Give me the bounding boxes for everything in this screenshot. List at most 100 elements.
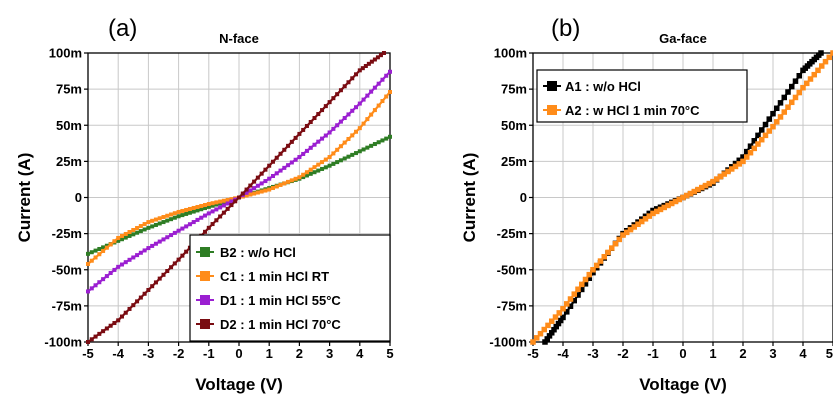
data-point bbox=[221, 210, 226, 215]
data-point bbox=[180, 226, 185, 231]
data-point bbox=[549, 330, 555, 336]
data-point bbox=[378, 53, 383, 58]
data-point bbox=[590, 269, 596, 276]
y-tick-label: -100m bbox=[489, 335, 527, 350]
legend-box bbox=[189, 234, 391, 342]
data-point bbox=[97, 331, 102, 336]
data-point bbox=[642, 216, 649, 222]
x-tick-label: 2 bbox=[739, 346, 746, 361]
data-point bbox=[308, 167, 313, 172]
data-point bbox=[800, 84, 806, 91]
data-point bbox=[214, 202, 219, 207]
data-point bbox=[263, 179, 268, 184]
data-point bbox=[93, 334, 98, 339]
legend-marker bbox=[200, 319, 210, 329]
data-point bbox=[221, 203, 226, 208]
data-point bbox=[184, 211, 189, 216]
data-point bbox=[153, 217, 158, 222]
data-point bbox=[766, 128, 772, 134]
data-point bbox=[316, 139, 321, 144]
data-point bbox=[267, 176, 272, 181]
data-point bbox=[221, 198, 226, 203]
data-point bbox=[244, 193, 249, 198]
data-point bbox=[165, 235, 170, 240]
data-point bbox=[89, 337, 94, 342]
y-tick-label: 50m bbox=[56, 118, 82, 133]
data-point bbox=[138, 295, 143, 300]
data-point bbox=[376, 103, 381, 108]
data-point bbox=[751, 145, 757, 152]
data-point bbox=[86, 340, 90, 344]
data-point bbox=[195, 204, 200, 209]
data-point bbox=[274, 184, 279, 189]
data-point bbox=[206, 204, 211, 209]
data-point bbox=[180, 208, 185, 213]
panel-label: (a) bbox=[108, 15, 137, 42]
data-point bbox=[586, 275, 592, 281]
legend: B2 : w/o HCl C1 : 1 min HCl RT D1 : 1 min … bbox=[189, 234, 391, 342]
data-point bbox=[774, 105, 780, 112]
data-point bbox=[327, 155, 332, 160]
data-point bbox=[380, 138, 385, 143]
legend-marker bbox=[547, 105, 557, 115]
data-point bbox=[153, 280, 158, 285]
data-point bbox=[545, 322, 551, 329]
data-point bbox=[590, 267, 596, 273]
data-point bbox=[142, 227, 147, 232]
data-point bbox=[86, 261, 90, 266]
data-point bbox=[199, 215, 204, 220]
data-point bbox=[127, 229, 132, 234]
data-point bbox=[135, 253, 140, 258]
data-point bbox=[248, 192, 253, 197]
data-point bbox=[661, 204, 667, 211]
data-point bbox=[153, 222, 158, 227]
data-point bbox=[135, 230, 140, 235]
data-point bbox=[646, 213, 652, 219]
data-point bbox=[270, 159, 275, 164]
data-point bbox=[335, 147, 340, 152]
data-point bbox=[123, 235, 128, 240]
y-tick-label: -25m bbox=[52, 226, 82, 241]
x-tick-label: 0 bbox=[235, 346, 242, 361]
data-point bbox=[777, 114, 784, 120]
x-tick-label: 5 bbox=[386, 346, 393, 361]
y-tick-label: -75m bbox=[52, 298, 82, 313]
data-point bbox=[725, 168, 731, 175]
data-point bbox=[781, 109, 787, 115]
data-point bbox=[127, 306, 132, 311]
data-point bbox=[691, 188, 697, 195]
data-point bbox=[195, 217, 200, 222]
data-point bbox=[312, 142, 317, 147]
data-point bbox=[384, 73, 389, 78]
data-point bbox=[297, 175, 302, 180]
data-point bbox=[101, 248, 106, 253]
x-tick-label: -5 bbox=[82, 346, 94, 361]
data-point bbox=[252, 191, 257, 196]
data-point bbox=[744, 148, 750, 155]
data-point bbox=[361, 97, 366, 102]
data-point bbox=[695, 186, 701, 193]
data-point bbox=[278, 151, 283, 156]
data-point bbox=[357, 101, 362, 106]
data-point bbox=[218, 205, 223, 210]
data-point bbox=[289, 139, 294, 144]
data-point bbox=[684, 192, 690, 199]
x-tick-label: 1 bbox=[709, 346, 716, 361]
data-point bbox=[815, 67, 821, 74]
data-point bbox=[127, 233, 132, 238]
data-point bbox=[252, 179, 257, 184]
x-tick-label: 1 bbox=[266, 346, 273, 361]
data-point bbox=[191, 220, 196, 225]
legend-marker bbox=[200, 271, 210, 281]
data-point bbox=[612, 240, 619, 247]
data-point bbox=[259, 171, 264, 176]
data-point bbox=[354, 105, 359, 110]
data-point bbox=[153, 241, 158, 246]
data-point bbox=[564, 309, 570, 315]
data-point bbox=[161, 237, 166, 242]
data-point bbox=[335, 123, 340, 128]
data-point bbox=[331, 126, 336, 131]
data-point bbox=[123, 231, 128, 236]
data-point bbox=[346, 112, 351, 117]
data-point bbox=[206, 225, 211, 230]
